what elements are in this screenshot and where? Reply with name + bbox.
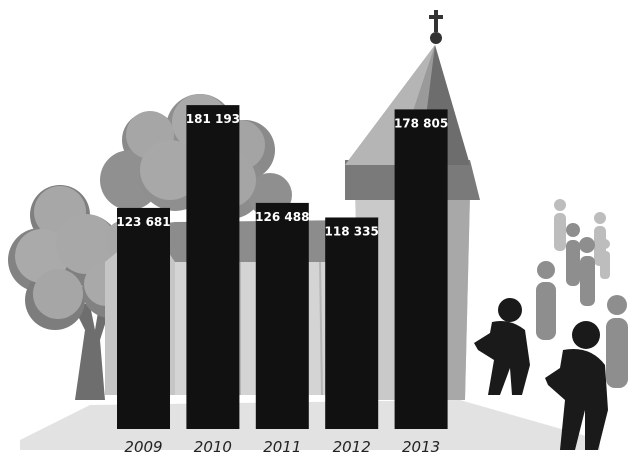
value-label-2013: 178 805	[394, 116, 448, 130]
value-label-2012: 118 335	[325, 224, 379, 238]
background-illustration	[8, 10, 628, 450]
people-icon	[474, 199, 628, 450]
bar-2009	[117, 207, 170, 429]
bar-2010	[186, 105, 240, 429]
value-label-2009: 123 681	[116, 215, 170, 229]
bar-2012	[325, 217, 379, 429]
bar-2013	[394, 109, 448, 430]
value-labels: 123 681 181 193 126 488 118 335 178 805	[116, 112, 448, 238]
cross-icon	[429, 10, 443, 32]
bar-2011	[255, 202, 309, 429]
category-labels: 2009 2010 2011 2012 2013	[124, 438, 440, 456]
category-label-2013: 2013	[402, 438, 440, 456]
category-label-2011: 2011	[263, 438, 301, 456]
value-label-2010: 181 193	[186, 112, 240, 126]
category-label-2012: 2012	[333, 438, 371, 456]
category-label-2010: 2010	[194, 438, 232, 456]
bars	[117, 105, 448, 430]
value-label-2011: 126 488	[255, 210, 309, 224]
ground-icon	[20, 400, 600, 450]
category-label-2009: 2009	[124, 438, 162, 456]
